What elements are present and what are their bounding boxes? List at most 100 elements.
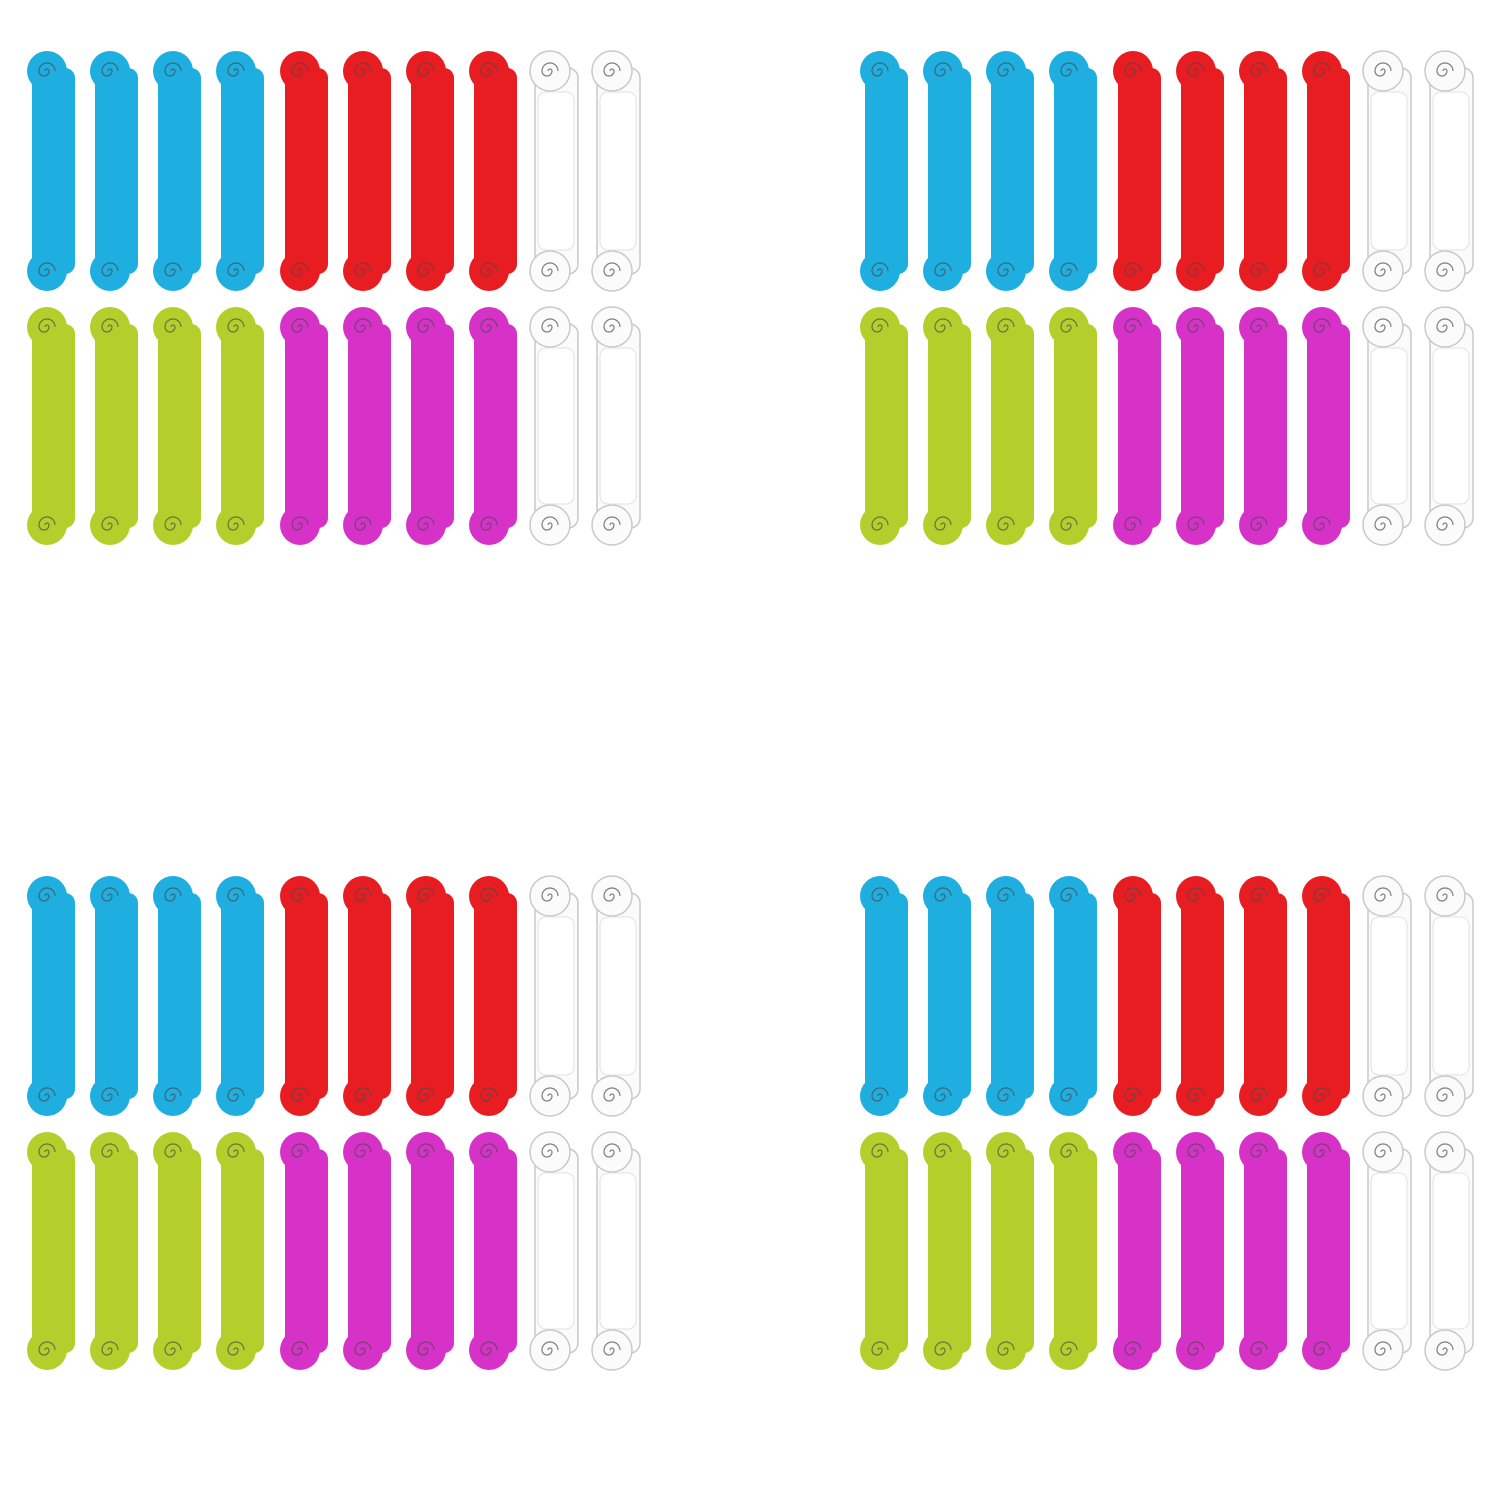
tag-body [474,324,517,528]
tag-top-curl [1049,51,1089,91]
tag-top-curl [1176,51,1216,91]
tag-body [1307,1149,1350,1353]
tag-spiral [1250,516,1268,531]
cable-tag [343,307,391,545]
tag-bottom-curl [27,505,67,545]
tag-set [27,50,641,546]
tag-spiral [997,1341,1015,1356]
tag-spiral [871,516,889,531]
tag-top-curl [406,307,446,347]
tag-spiral [480,1341,498,1356]
cable-tag [216,1132,264,1370]
tag-spiral [291,1341,309,1356]
tag-body [1118,324,1161,528]
tag-spiral [541,887,559,902]
tag-spiral [101,1143,119,1158]
cable-tag [986,51,1034,291]
tag-spiral [227,887,245,902]
tag-spiral [1060,887,1078,902]
tag-bottom-curl [280,1330,320,1370]
tag-bottom-curl [216,1330,256,1370]
tag-top-curl [27,307,67,347]
tag-inner [1370,91,1408,251]
tag-spiral [38,62,56,77]
tag-top-curl [591,306,633,348]
cable-tag [1113,1132,1161,1370]
tag-bottom-curl [1239,505,1279,545]
tag-spiral [541,318,559,333]
tag-bottom-curl [406,251,446,291]
tag-spiral [38,887,56,902]
tag-spiral [1187,318,1205,333]
cable-tag [1113,307,1161,545]
tag-spiral [934,1341,952,1356]
tag-top-curl [529,50,571,92]
tag-top-curl [1113,1132,1153,1172]
tag-bottom-curl [1362,1075,1404,1117]
cable-tag [1362,875,1412,1117]
tag-top-curl [1176,1132,1216,1172]
tag-bottom-curl [469,1330,509,1370]
tag-spiral [291,1143,309,1158]
tag-spiral [1436,1341,1454,1356]
tag-top-curl [343,1132,383,1172]
cable-tag [406,307,454,545]
cable-tag [216,51,264,291]
cable-tag [90,1132,138,1370]
tag-body [474,893,517,1099]
tag-spiral [1436,887,1454,902]
tag-spiral [934,1143,952,1158]
tag-bottom-curl [591,1075,633,1117]
tag-top-curl [1239,307,1279,347]
tag-inner [1432,1172,1470,1330]
cable-tag [90,51,138,291]
tag-spiral [164,1087,182,1102]
tag-spiral [1250,1341,1268,1356]
tag-top-curl [27,51,67,91]
tag-body [1181,68,1224,274]
tag-bottom-curl [1239,1076,1279,1116]
tag-spiral [1313,262,1331,277]
tag-spiral [227,318,245,333]
tag-inner [1432,347,1470,505]
tag-spiral [1124,1087,1142,1102]
tag-spiral [1436,516,1454,531]
tag-top-curl [280,876,320,916]
tag-top-curl [90,307,130,347]
tag-top-curl [153,1132,193,1172]
cable-tag [860,1132,908,1370]
tag-top-curl [1362,1131,1404,1173]
tag-spiral [38,318,56,333]
tag-bottom-curl [1049,1076,1089,1116]
tag-top-curl [1176,876,1216,916]
tag-spiral [934,516,952,531]
tag-top-curl [280,307,320,347]
tag-body [158,68,201,274]
tag-bottom-curl [216,505,256,545]
tag-top-curl [1113,307,1153,347]
tag-body [928,68,971,274]
tag-inner [1432,916,1470,1076]
cable-tag [406,51,454,291]
tag-spiral [227,516,245,531]
tag-spiral [871,1087,889,1102]
tag-spiral [417,1143,435,1158]
tag-bottom-curl [1113,505,1153,545]
tag-spiral [354,887,372,902]
cable-tag [280,307,328,545]
tag-spiral [997,62,1015,77]
tag-body [221,68,264,274]
tag-spiral [997,1087,1015,1102]
tag-spiral [38,1143,56,1158]
cable-tag [27,1132,75,1370]
tag-bottom-curl [469,1076,509,1116]
tag-body [1054,68,1097,274]
tag-spiral [1060,1341,1078,1356]
tag-body [474,1149,517,1353]
tag-top-curl [923,1132,963,1172]
tag-top-curl [986,51,1026,91]
tag-bottom-curl [280,505,320,545]
tag-top-curl [1049,307,1089,347]
tag-top-curl [1239,876,1279,916]
tag-spiral [1313,516,1331,531]
